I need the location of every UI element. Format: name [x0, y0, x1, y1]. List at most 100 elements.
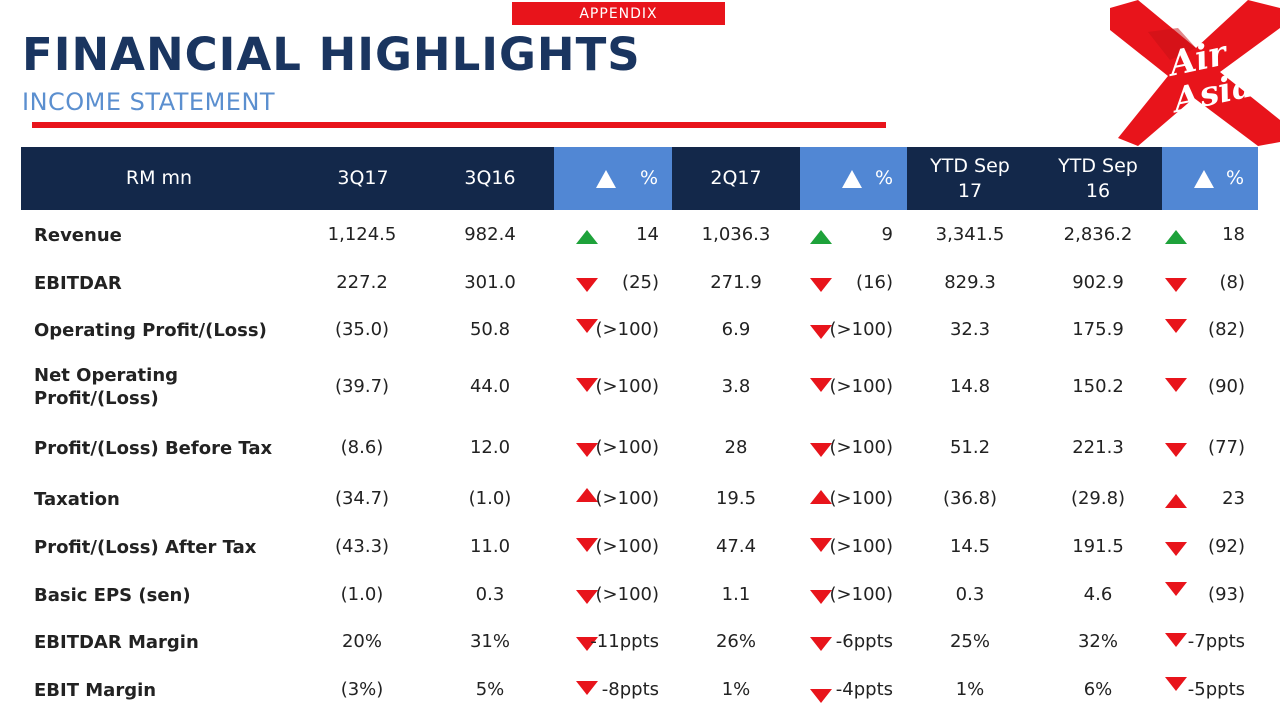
- table-cell: 227.2: [336, 272, 388, 293]
- table-cell: 32%: [1077, 631, 1118, 652]
- table-cell: (35.0): [334, 319, 390, 340]
- change-up-icon: [842, 169, 862, 188]
- down-arrow-icon: [810, 278, 832, 292]
- down-arrow-icon: [1165, 443, 1187, 457]
- table-cell: 301.0: [464, 272, 516, 293]
- down-arrow-icon: [1165, 542, 1187, 556]
- table-cell: 4.6: [1083, 584, 1113, 605]
- table-cell: 26%: [715, 631, 756, 652]
- change-cell: (82): [1208, 319, 1245, 340]
- page-subtitle: INCOME STATEMENT: [22, 88, 276, 116]
- row-label: Basic EPS (sen): [34, 585, 191, 606]
- down-arrow-icon: [810, 689, 832, 703]
- row-label: Revenue: [34, 225, 122, 246]
- row-label-line1: Net Operating: [34, 365, 179, 386]
- change-cell: (>100): [829, 536, 893, 557]
- table-cell: (8.6): [340, 437, 384, 458]
- change-cell: (>100): [595, 319, 659, 340]
- table-cell: (3%): [340, 679, 384, 700]
- change-cell: -4ppts: [835, 679, 893, 700]
- table-cell: 20%: [341, 631, 382, 652]
- up-arrow-icon: [1165, 494, 1187, 508]
- up-arrow-icon: [810, 230, 832, 244]
- row-label: EBITDAR: [34, 273, 122, 294]
- table-cell: 5%: [475, 679, 505, 700]
- change-cell: 9: [881, 224, 893, 245]
- table-cell: 2,836.2: [1063, 224, 1133, 245]
- col-header-ytd17-line2: 17: [957, 179, 983, 202]
- table-cell: 19.5: [715, 488, 757, 509]
- change-cell: (>100): [595, 584, 659, 605]
- down-arrow-icon: [576, 443, 598, 457]
- change-cell: 14: [636, 224, 659, 245]
- down-arrow-icon: [810, 590, 832, 604]
- table-cell: 3.8: [721, 376, 751, 397]
- down-arrow-icon: [1165, 677, 1187, 691]
- table-cell: (36.8): [942, 488, 998, 509]
- airasia-logo: Air Asia: [1110, 0, 1280, 146]
- col-header-label: RM mn: [125, 167, 193, 190]
- down-arrow-icon: [576, 319, 598, 333]
- change-cell: (>100): [595, 488, 659, 509]
- change-cell: (>100): [829, 319, 893, 340]
- table-cell: 175.9: [1072, 319, 1124, 340]
- table-cell: 1,036.3: [701, 224, 771, 245]
- change-cell: (>100): [829, 584, 893, 605]
- down-arrow-icon: [1165, 378, 1187, 392]
- change-cell: (>100): [829, 488, 893, 509]
- table-cell: 25%: [949, 631, 990, 652]
- col-header-3q17: 3Q17: [337, 167, 389, 190]
- table-cell: 28: [724, 437, 748, 458]
- table-cell: 150.2: [1072, 376, 1124, 397]
- table-cell: 1%: [721, 679, 751, 700]
- down-arrow-icon: [576, 637, 598, 651]
- table-cell: 902.9: [1072, 272, 1124, 293]
- table-cell: 31%: [469, 631, 510, 652]
- table-cell: 221.3: [1072, 437, 1124, 458]
- title-divider: [32, 122, 886, 128]
- table-cell: (1.0): [468, 488, 512, 509]
- table-cell: 6.9: [721, 319, 751, 340]
- appendix-tag: APPENDIX: [512, 2, 725, 25]
- table-cell: (1.0): [340, 584, 384, 605]
- col-header-qoq-pct: %: [874, 167, 893, 190]
- row-label: Operating Profit/(Loss): [34, 320, 267, 341]
- table-cell: (39.7): [334, 376, 390, 397]
- change-cell: -7ppts: [1187, 631, 1245, 652]
- table-cell: (43.3): [334, 536, 390, 557]
- change-cell: (>100): [829, 376, 893, 397]
- down-arrow-icon: [1165, 633, 1187, 647]
- up-arrow-icon: [576, 488, 598, 502]
- row-label: Net Operating Profit/(Loss): [34, 364, 178, 410]
- table-cell: 11.0: [469, 536, 511, 557]
- col-header-qoq-change: %: [800, 147, 907, 210]
- down-arrow-icon: [576, 278, 598, 292]
- col-header-3q16: 3Q16: [464, 167, 516, 190]
- row-label: Taxation: [34, 489, 120, 510]
- col-header-yoy-change: %: [554, 147, 672, 210]
- row-label: EBITDAR Margin: [34, 632, 199, 653]
- col-header-2q17: 2Q17: [710, 167, 762, 190]
- change-cell: (8): [1219, 272, 1246, 293]
- table-cell: 3,341.5: [935, 224, 1005, 245]
- table-cell: 0.3: [475, 584, 505, 605]
- change-cell: (16): [856, 272, 893, 293]
- table-cell: 1,124.5: [327, 224, 397, 245]
- table-cell: 1.1: [721, 584, 751, 605]
- table-cell: 14.5: [949, 536, 991, 557]
- col-header-ytd16-line2: 16: [1085, 179, 1111, 202]
- down-arrow-icon: [576, 590, 598, 604]
- down-arrow-icon: [576, 538, 598, 552]
- down-arrow-icon: [810, 378, 832, 392]
- change-cell: (>100): [595, 536, 659, 557]
- table-cell: 47.4: [715, 536, 757, 557]
- change-cell: (93): [1208, 584, 1245, 605]
- change-cell: -6ppts: [835, 631, 893, 652]
- table-cell: 50.8: [469, 319, 511, 340]
- change-cell: 23: [1222, 488, 1245, 509]
- table-cell: (29.8): [1070, 488, 1126, 509]
- down-arrow-icon: [1165, 319, 1187, 333]
- row-label: Profit/(Loss) Before Tax: [34, 438, 273, 459]
- col-header-ytd-pct: %: [1225, 167, 1244, 190]
- down-arrow-icon: [810, 637, 832, 651]
